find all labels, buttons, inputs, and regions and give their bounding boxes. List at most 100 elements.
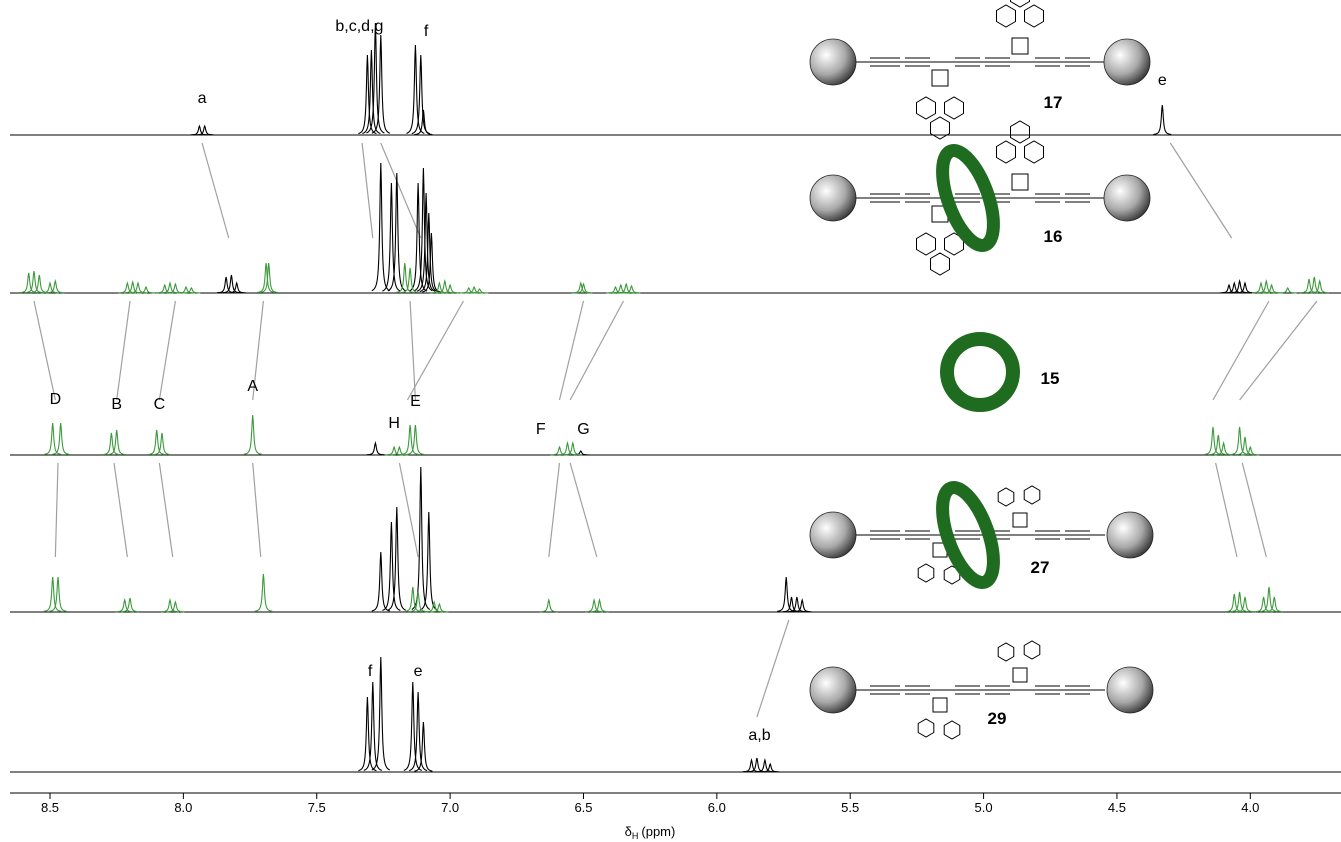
assignment-link [1169,142,1233,239]
peak-label: f [424,23,429,40]
peak [222,274,241,294]
peak [1259,586,1279,613]
peak [115,597,134,613]
peak [1241,445,1260,456]
peak-label: a,b [748,727,770,744]
peak [793,597,812,613]
peak [755,757,774,773]
peak [1265,596,1284,613]
compound-label: 16 [1044,227,1063,246]
cyclobutene [1012,667,1028,683]
ring-atom [1023,640,1041,660]
peak [430,602,449,613]
ring-atom [916,232,936,256]
ring-atom [997,487,1015,507]
peak [41,281,59,294]
peak-label: a [198,90,207,107]
peak [161,281,179,294]
peak-label: e [1158,72,1167,89]
x-axis-label: δH (ppm) [625,824,676,841]
stopper [1106,511,1154,559]
macrocycle [940,332,1020,412]
peak [147,429,166,456]
peak [406,424,425,456]
peak [190,124,209,136]
peak [363,681,383,771]
peak [1236,281,1254,294]
peak [1257,278,1276,294]
peak [182,287,201,294]
x-tick-label: 5.5 [841,800,859,815]
peak [590,597,609,613]
ring-atom [944,96,964,120]
peak [1230,591,1249,613]
peak [371,34,391,134]
assignment-link [113,462,128,558]
peak [382,182,401,292]
ring-atom [1010,120,1030,144]
compound-label: 27 [1031,558,1050,577]
macrocycle [936,481,1000,589]
assignment-link [158,462,174,558]
peak-label: e [414,663,423,680]
peak-label: G [577,421,589,438]
peak-label: D [50,391,62,408]
assignment-link [1241,462,1267,558]
peak [137,285,155,294]
ring-atom [943,720,961,740]
peak [1214,440,1233,456]
peak [43,422,62,455]
x-tick-label: 6.0 [708,800,726,815]
peak [259,262,278,294]
ring-atom [996,140,1016,164]
peak [435,278,454,294]
peak [243,414,262,455]
compound-label: 15 [1041,369,1060,388]
cyclobutene [931,69,949,87]
ring-atom [917,718,935,738]
peak [153,432,171,456]
peak [107,429,126,456]
assignment-link [398,462,419,558]
peak [414,109,433,136]
compound-label: 17 [1044,93,1063,112]
ring-atom [996,4,1016,28]
ring-atom [997,642,1015,662]
peak [1305,276,1324,294]
assignment-link [1212,300,1270,401]
ring-atom [1010,0,1030,8]
assignment-link [548,462,561,558]
peak [166,600,185,613]
x-tick-label: 4.0 [1241,800,1259,815]
peak-label: H [388,415,400,432]
peak [254,573,273,612]
peak [440,283,460,294]
peak [414,167,433,292]
peak [1236,596,1254,613]
peak [1230,426,1249,456]
macrocycle [936,144,1000,252]
x-tick-label: 8.5 [41,800,59,815]
ring-atom [1024,140,1044,164]
peak [1153,104,1172,136]
peak [362,49,381,135]
peak [574,282,593,294]
assignment-link [409,300,417,401]
peak [470,288,489,294]
assignment-link [33,300,56,401]
peak [366,22,385,134]
peak-label: E [410,393,421,410]
assignment-link [1239,300,1318,401]
peak-label: F [536,421,546,438]
peak [1230,278,1249,294]
peak [585,597,604,613]
assignment-link [380,142,422,239]
peak [129,281,147,294]
peak [465,285,484,294]
stopper [809,666,857,714]
peak [371,551,391,612]
peak [161,597,179,613]
x-tick-label: 6.5 [574,800,592,815]
peak [558,440,577,456]
stopper [1103,38,1151,86]
